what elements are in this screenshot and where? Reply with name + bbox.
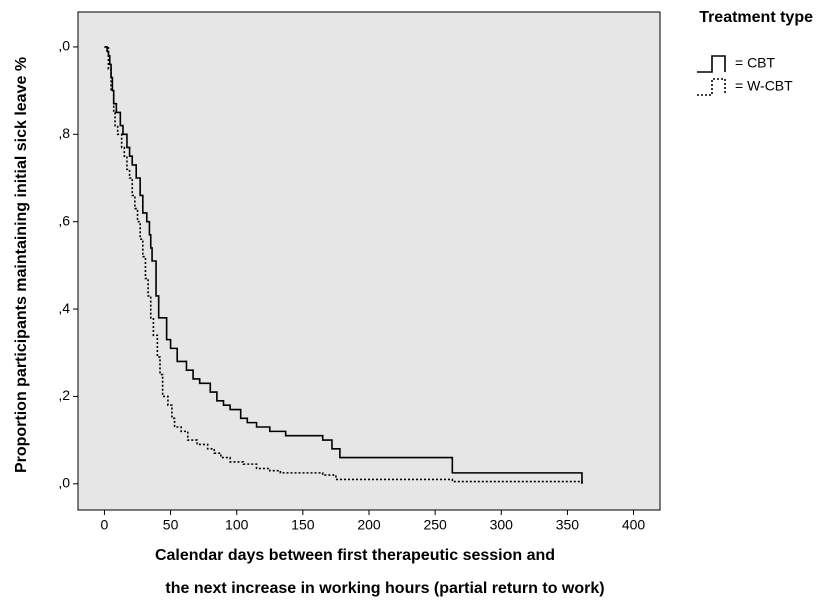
- x-tick-label: 0: [101, 517, 109, 533]
- y-tick-label: ,4: [58, 300, 70, 316]
- y-axis-label: Proportion participants maintaining init…: [13, 57, 30, 473]
- y-tick-label: ,0: [58, 474, 70, 490]
- x-tick-label: 300: [490, 517, 514, 533]
- y-tick-label: ,0: [58, 38, 70, 54]
- x-tick-label: 400: [622, 517, 646, 533]
- y-tick-label: ,2: [58, 387, 70, 403]
- y-tick-label: ,8: [58, 125, 70, 141]
- survival-line: [104, 46, 583, 484]
- legend-label: = CBT: [735, 55, 776, 71]
- x-tick-label: 50: [163, 517, 179, 533]
- legend-title: Treatment type: [699, 9, 813, 26]
- x-tick-label: 150: [291, 517, 315, 533]
- x-tick-label: 250: [423, 517, 447, 533]
- plot-area: [77, 11, 661, 511]
- x-tick-label: 200: [357, 517, 381, 533]
- legend-label: = W-CBT: [735, 78, 793, 94]
- y-tick-label: ,6: [58, 212, 70, 228]
- survival-line: [104, 46, 583, 484]
- legend-icon: [697, 78, 726, 96]
- x-tick-label: 350: [556, 517, 580, 533]
- x-tick-label: 100: [225, 517, 249, 533]
- legend-icon: [697, 55, 726, 73]
- x-axis-label: Calendar days between first therapeutic …: [155, 547, 555, 564]
- x-axis-label: the next increase in working hours (part…: [165, 580, 604, 597]
